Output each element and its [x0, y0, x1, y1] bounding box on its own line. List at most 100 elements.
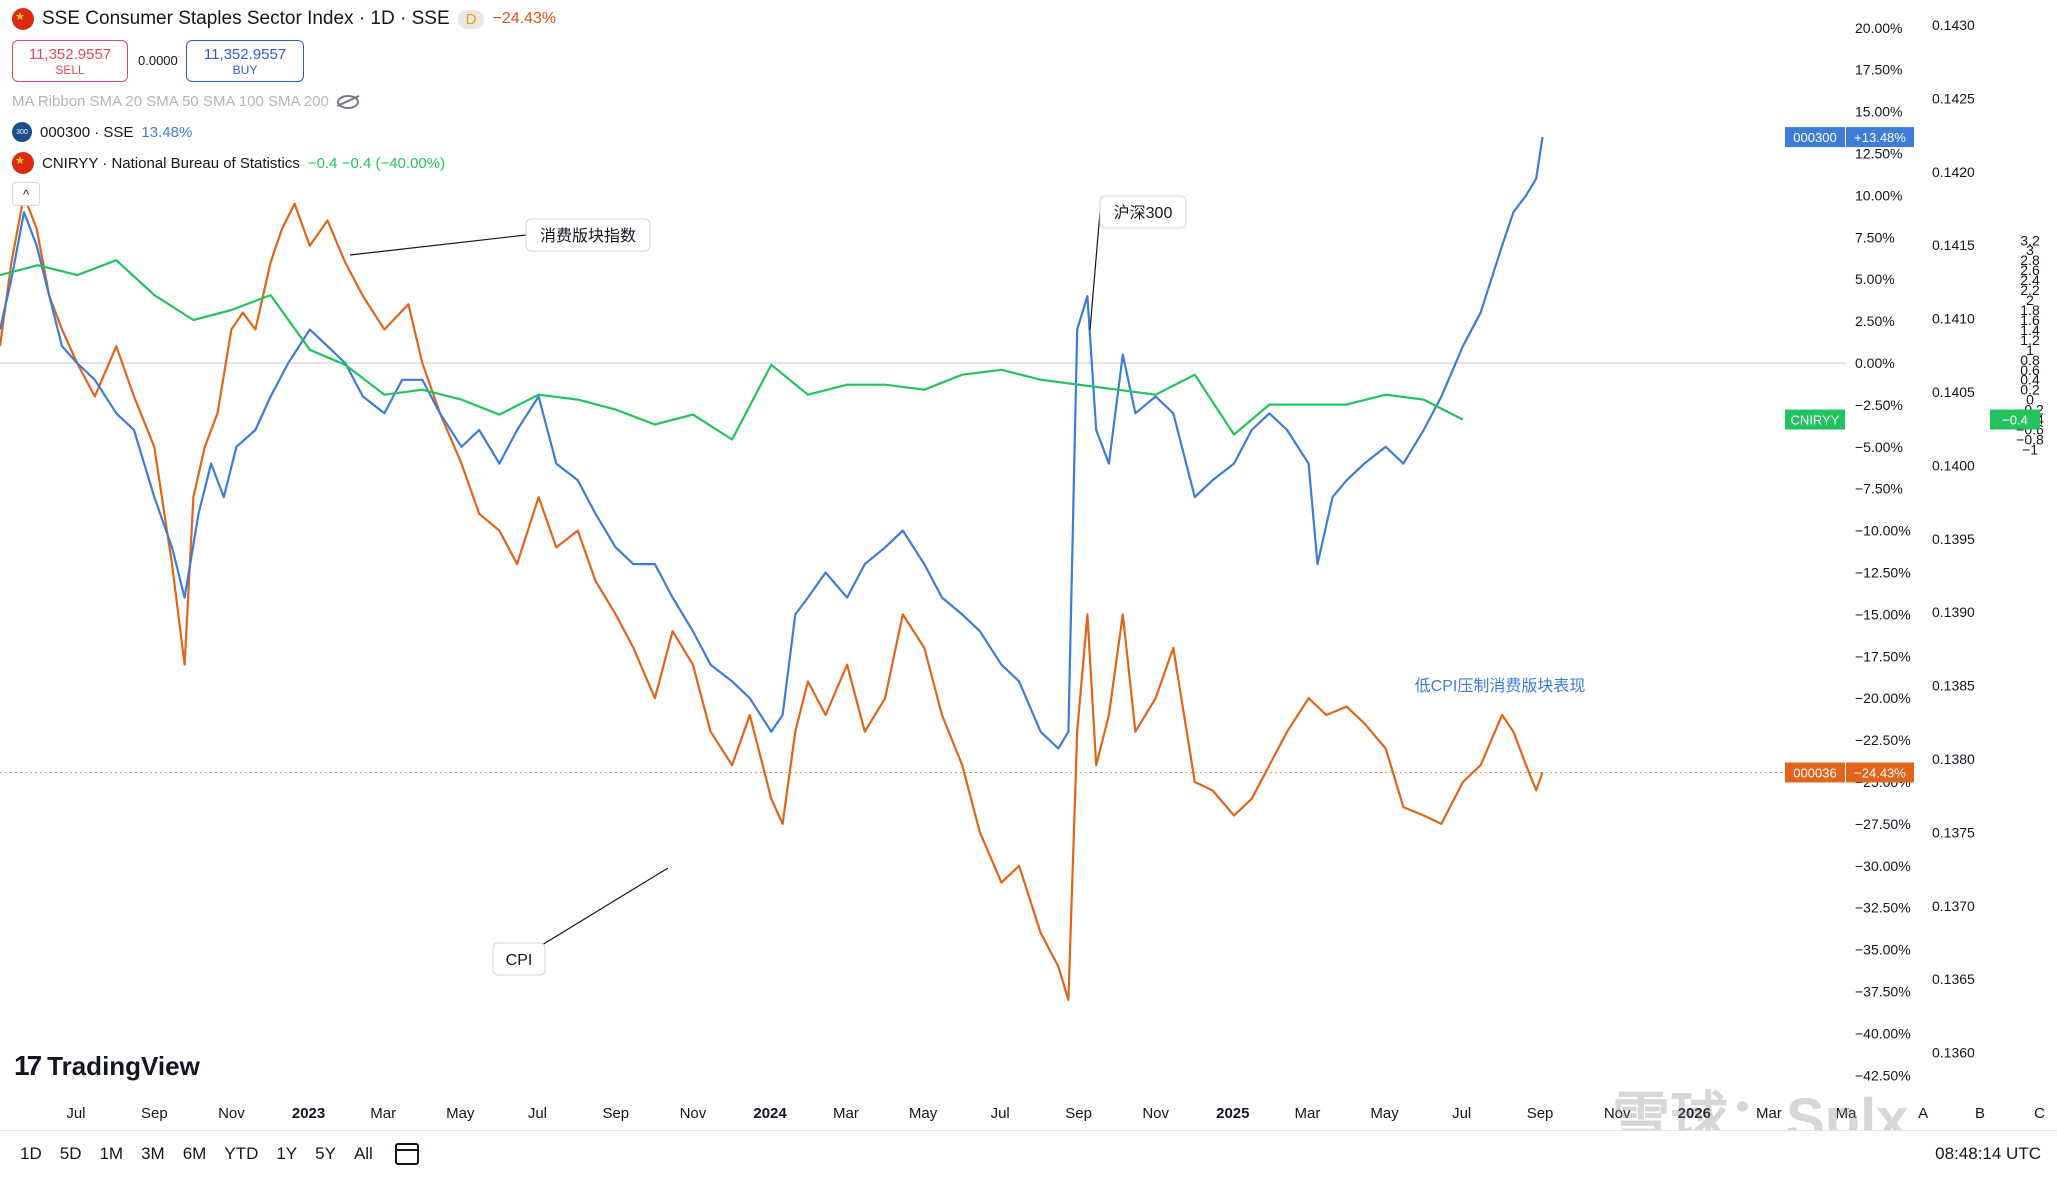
range-1m[interactable]: 1M [99, 1144, 124, 1163]
percent-tick-label: −40.00% [1855, 1025, 1911, 1041]
percent-tick-label: −12.50% [1855, 565, 1911, 581]
range-1y[interactable]: 1Y [276, 1144, 298, 1163]
annotation-cpi-box [492, 942, 546, 976]
range-5d[interactable]: 5D [59, 1144, 82, 1163]
badge-000300-value-bg [1846, 127, 1914, 148]
x-tick-label: Jul [1452, 1105, 1471, 1122]
x-tick-label: B [1975, 1105, 1985, 1122]
percent-tick-label: −5.00% [1855, 439, 1903, 455]
series-line-cniryy [0, 259, 1464, 441]
cpi-tick-label: 1.8 [2020, 302, 2040, 318]
badge-cniryy-name: CNIRYY [1791, 413, 1840, 428]
cpi-tick-label: 1.2 [2020, 332, 2040, 348]
middle-tick-label: 0.1360 [1932, 1045, 1975, 1061]
badge-000036-name: 000036 [1793, 765, 1836, 780]
x-tick-label: 2025 [1216, 1105, 1249, 1122]
percent-tick-label: −32.50% [1855, 900, 1911, 916]
x-tick-label: Nov [218, 1105, 245, 1122]
badge-000300-name: 000300 [1793, 130, 1836, 145]
collapse-legend-button[interactable]: ^ [12, 182, 40, 206]
cpi-tick-label: 3 [2026, 242, 2034, 258]
bottom-toolbar: 1D 5D 1M 3M 6M YTD 1Y 5Y All 08:48:14 UTC [0, 1130, 2057, 1177]
percent-tick-label: −20.00% [1855, 690, 1911, 706]
cpi-tick-label: 2.4 [2020, 272, 2040, 288]
middle-tick-label: 0.1415 [1932, 237, 1975, 253]
range-6m[interactable]: 6M [182, 1144, 207, 1163]
x-tick-label: Jul [991, 1105, 1010, 1122]
percent-tick-label: −30.00% [1855, 858, 1911, 874]
badge-000300-name-bg [1785, 127, 1845, 148]
sse-300-icon: 300 [12, 122, 32, 142]
legend-000300[interactable]: 300 000300 · SSE 13.48% [12, 122, 192, 142]
utc-clock[interactable]: 08:48:14 UTC [1935, 1144, 2041, 1163]
percent-tick-label: −37.50% [1855, 984, 1911, 1000]
ma-ribbon-legend[interactable]: MA Ribbon SMA 20 SMA 50 SMA 100 SMA 200 [12, 93, 359, 110]
range-all[interactable]: All [353, 1144, 373, 1163]
x-tick-label: Jul [66, 1105, 85, 1122]
chart: 20.00%17.50%15.00%12.50%10.00%7.50%5.00%… [0, 17, 2045, 1122]
symbol-change: −24.43% [492, 10, 557, 27]
series-line-000036 [0, 194, 1544, 1002]
percent-tick-label: 20.00% [1855, 20, 1902, 36]
x-tick-label: May [909, 1105, 938, 1122]
ma-ribbon-label: MA Ribbon SMA 20 SMA 50 SMA 100 SMA 200 [12, 93, 329, 110]
range-1d[interactable]: 1D [20, 1144, 42, 1163]
middle-tick-label: 0.1400 [1932, 457, 1975, 473]
symbol-title[interactable]: SSE Consumer Staples Sector Index · 1D ·… [42, 8, 450, 29]
x-tick-label: Sep [602, 1105, 629, 1122]
time-range-group: 1D 5D 1M 3M 6M YTD 1Y 5Y All [0, 1144, 373, 1164]
legend-000300-value: 13.48% [141, 123, 193, 141]
interval-badge[interactable]: D [457, 9, 485, 29]
x-tick-label: Sep [1065, 1105, 1092, 1122]
x-tick-label: Nov [680, 1105, 707, 1122]
calendar-goto-icon[interactable] [394, 1143, 419, 1165]
x-tick-label: 2026 [1678, 1105, 1711, 1122]
buy-price: 11,352.9557 [203, 45, 287, 63]
badge-000036-value-bg [1846, 762, 1914, 783]
tradingview-mark-icon: 17 [14, 1050, 42, 1081]
sell-button[interactable]: 11,352.9557 SELL [12, 40, 128, 82]
badge-000300-value: +13.48% [1854, 130, 1906, 145]
middle-tick-label: 0.1375 [1932, 824, 1975, 840]
x-tick-label: Nov [1142, 1105, 1169, 1122]
tradingview-logo[interactable]: 17 TradingView [14, 1050, 200, 1082]
x-tick-label: Mar [370, 1105, 396, 1122]
percent-tick-label: −35.00% [1855, 942, 1911, 958]
x-tick-label: May [446, 1105, 475, 1122]
badge-cniryy: CNIRYY [1785, 409, 1845, 430]
badge-000036: 000036 −24.43% [1785, 762, 1914, 783]
percent-tick-label: −2.50% [1855, 397, 1903, 413]
spread-value: 0.0000 [138, 53, 178, 68]
percent-tick-label: 5.00% [1855, 271, 1895, 287]
middle-tick-label: 0.1420 [1932, 164, 1975, 180]
legend-cniryy[interactable]: CNIRYY · National Bureau of Statistics −… [12, 152, 445, 174]
annotation-consumer-box [525, 218, 651, 252]
percent-tick-label: −22.50% [1855, 732, 1911, 748]
percent-tick-label: 17.50% [1855, 62, 1902, 78]
range-3m[interactable]: 3M [141, 1144, 165, 1163]
hidden-eye-icon[interactable] [336, 94, 359, 109]
middle-tick-label: 0.1425 [1932, 90, 1975, 106]
chevron-up-icon: ^ [22, 186, 30, 202]
cpi-tick-label: 2 [2026, 292, 2034, 308]
x-tick-label: Mar [1756, 1105, 1782, 1122]
annotation-note: 低CPI压制消费版块表现 [1415, 677, 1586, 695]
cpi-tick-label: 0.2 [2020, 382, 2040, 398]
buy-button[interactable]: 11,352.9557 BUY [186, 40, 304, 82]
cpi-tick-label: 0.4 [2020, 372, 2040, 388]
range-5y[interactable]: 5Y [315, 1144, 336, 1163]
sell-price: 11,352.9557 [28, 45, 112, 63]
middle-tick-label: 0.1405 [1932, 384, 1975, 400]
legend-000300-label: 000300 · SSE [40, 123, 134, 141]
range-ytd[interactable]: YTD [224, 1144, 259, 1163]
badge-000300: 000300 +13.48% [1785, 127, 1914, 148]
middle-tick-label: 0.1365 [1932, 971, 1975, 987]
badge-000036-value: −24.43% [1854, 765, 1906, 780]
percent-tick-label: 15.00% [1855, 104, 1902, 120]
cpi-tick-label: −0.8 [2016, 431, 2044, 447]
buy-label: BUY [232, 62, 258, 77]
x-tick-label: 2023 [292, 1105, 325, 1122]
x-tick-label: May [1370, 1105, 1399, 1122]
badge-000036-name-bg [1785, 762, 1845, 783]
cpi-tick-label: 1 [2026, 342, 2034, 358]
